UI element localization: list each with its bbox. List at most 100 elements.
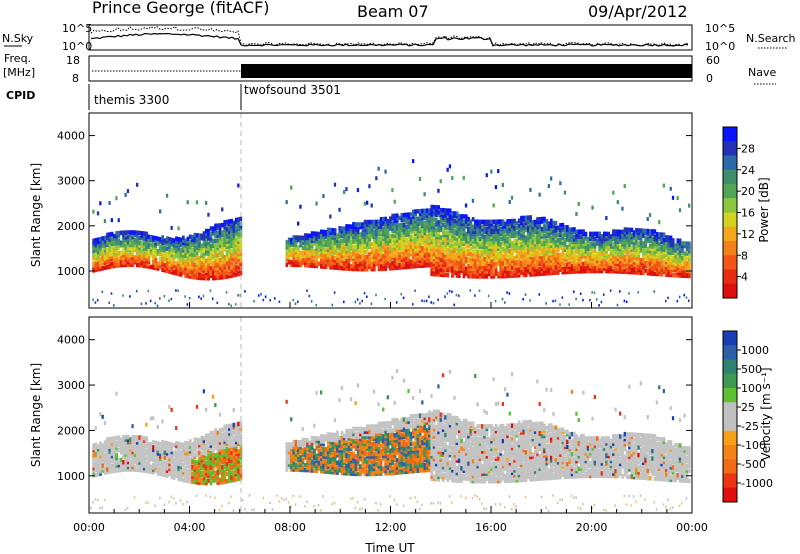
scatter-cell (623, 299, 626, 303)
scatter-cell (485, 249, 489, 254)
scatter-cell (444, 257, 447, 263)
scatter-cell (340, 266, 344, 271)
scatter-cell (665, 272, 668, 277)
scatter-cell (129, 235, 132, 240)
scatter-cell (458, 214, 461, 219)
scatter-cell (363, 242, 367, 247)
scatter-cell (211, 263, 215, 268)
scatter-cell (186, 456, 190, 461)
scatter-cell (133, 257, 137, 263)
scatter-cell (106, 449, 109, 455)
scatter-cell (614, 231, 618, 237)
scatter-cell (124, 439, 128, 445)
scatter-cell (223, 244, 227, 250)
scatter-cell (414, 289, 416, 292)
scatter-cell (232, 270, 236, 275)
scatter-cell (184, 473, 187, 478)
scatter-cell (504, 249, 507, 254)
scatter-cell (375, 227, 378, 232)
scatter-cell (108, 441, 112, 447)
scatter-cell (591, 205, 594, 210)
scatter-cell (458, 223, 461, 229)
scatter-cell (471, 236, 475, 242)
scatter-cell (117, 250, 121, 256)
power-x-tick-marks (88, 302, 693, 308)
scatter-cell (329, 252, 332, 258)
scatter-cell (423, 233, 427, 238)
scatter-cell (653, 251, 657, 257)
scatter-cell (375, 247, 378, 252)
scatter-cell (140, 258, 144, 263)
scatter-cell (115, 233, 118, 239)
scatter-cell (182, 462, 185, 468)
scatter-cell (101, 243, 105, 249)
scatter-cell (198, 233, 201, 238)
scatter-cell (685, 243, 689, 249)
scatter-cell (92, 458, 95, 463)
scatter-cell (324, 229, 328, 235)
scatter-cell (234, 220, 238, 225)
scatter-cell (115, 458, 118, 463)
scatter-cell (230, 251, 233, 256)
scatter-cell (175, 248, 178, 254)
scatter-cell (101, 468, 105, 473)
scatter-cell (492, 256, 496, 262)
scatter-cell (570, 249, 574, 255)
scatter-cell (669, 272, 673, 278)
scatter-cell (168, 464, 171, 469)
scatter-cell (179, 464, 183, 470)
scatter-cell (103, 240, 107, 246)
scatter-cell (402, 235, 406, 240)
scatter-cell (635, 265, 638, 270)
scatter-cell (527, 220, 530, 225)
scatter-cell (487, 259, 491, 264)
scatter-cell (635, 240, 638, 245)
scatter-cell (131, 452, 135, 457)
scatter-cell (469, 246, 473, 252)
scatter-cell (598, 256, 601, 261)
scatter-cell (563, 237, 567, 243)
scatter-cell (589, 263, 592, 269)
scatter-cell (136, 440, 139, 445)
scatter-cell (168, 454, 171, 459)
scatter-cell (161, 447, 164, 452)
scatter-cell (522, 252, 526, 258)
scatter-cell (665, 269, 668, 275)
scatter-cell (550, 253, 553, 258)
scatter-cell (568, 303, 570, 306)
scatter-cell (359, 237, 362, 242)
scatter-cell (593, 263, 597, 269)
scatter-cell (103, 452, 107, 458)
scatter-cell (216, 225, 220, 231)
scatter-cell (322, 242, 325, 247)
scatter-cell (343, 246, 346, 251)
scatter-cell (628, 262, 631, 267)
scatter-cell (460, 251, 463, 256)
scatter-cell (619, 232, 622, 237)
scatter-cell (667, 250, 670, 255)
scatter-cell (421, 213, 424, 219)
scatter-cell (648, 234, 652, 239)
scatter-cell (616, 261, 620, 267)
scatter-cell (483, 229, 486, 234)
scatter-cell (177, 464, 181, 469)
scatter-cell (598, 246, 601, 251)
scatter-cell (129, 447, 132, 452)
scatter-cell (377, 227, 381, 232)
scatter-cell (115, 463, 118, 468)
scatter-cell (451, 258, 454, 263)
scatter-cell (644, 243, 647, 249)
scatter-cell (398, 225, 401, 231)
scatter-cell (172, 268, 176, 273)
scatter-cell (96, 257, 100, 262)
scatter-cell (154, 248, 158, 253)
scatter-cell (301, 257, 305, 263)
scatter-cell (662, 247, 666, 252)
scatter-cell (416, 228, 420, 234)
scatter-cell (354, 229, 358, 234)
scatter-cell (584, 234, 588, 239)
scatter-cell (637, 243, 641, 248)
scatter-cell (653, 254, 657, 259)
scatter-cell (453, 265, 457, 271)
scatter-cell (101, 448, 105, 453)
